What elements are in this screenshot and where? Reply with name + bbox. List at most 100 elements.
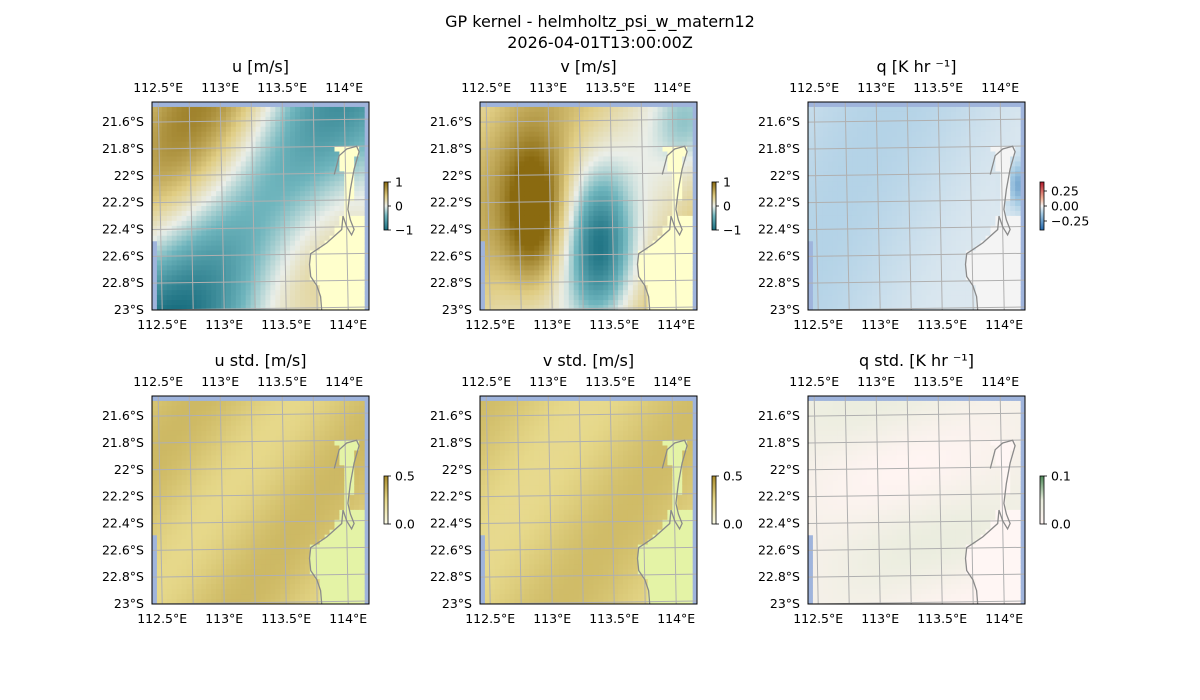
heatmap-cell (965, 151, 972, 158)
heatmap-cell (504, 191, 511, 197)
heatmap-cell (941, 215, 947, 222)
heatmap-cell (613, 290, 619, 296)
heatmap-cell (603, 240, 609, 247)
heatmap-cell (484, 255, 491, 262)
heatmap-cell (480, 206, 486, 212)
heatmap-cell (1015, 260, 1021, 267)
heatmap-cell (906, 116, 913, 123)
heatmap-cell (489, 116, 496, 123)
heatmap-cell (216, 136, 222, 143)
heatmap-cell (822, 131, 829, 138)
heatmap-cell (534, 210, 540, 217)
heatmap-cell (250, 270, 257, 276)
heatmap-cell (911, 106, 918, 113)
heatmap-cell (295, 270, 301, 276)
heatmap-cell (832, 116, 839, 123)
heatmap-cell (682, 121, 688, 128)
heatmap-cell (280, 240, 286, 247)
heatmap-cell (867, 245, 873, 252)
heatmap-cell (514, 151, 521, 158)
heatmap-cell (672, 210, 678, 217)
gridline-lon (188, 102, 194, 310)
heatmap-cell (647, 121, 654, 128)
heatmap-cell (827, 136, 834, 143)
heatmap-cell (817, 255, 824, 262)
heatmap-cell (176, 255, 183, 262)
heatmap-cell (494, 265, 501, 271)
heatmap-cell (309, 210, 316, 217)
heatmap-cell (951, 220, 957, 227)
heatmap-cell (632, 131, 639, 138)
heatmap-cell (886, 230, 893, 237)
heatmap-cell (647, 201, 654, 207)
heatmap-cell (235, 250, 242, 257)
heatmap-cell (549, 210, 555, 217)
heatmap-cell (941, 146, 947, 153)
heatmap-cell (583, 240, 590, 247)
heatmap-cell (817, 196, 824, 202)
heatmap-cell (1005, 215, 1011, 222)
heatmap-cell (862, 201, 868, 207)
heatmap-cell (563, 106, 570, 113)
heatmap-cell (201, 121, 207, 128)
heatmap-cell (280, 280, 286, 286)
heatmap-cell (642, 260, 649, 267)
heatmap-cell (808, 161, 814, 167)
heatmap-cell (662, 300, 669, 306)
heatmap-cell (181, 285, 188, 291)
figure-subtitle: 2026-04-01T13:00:00Z (507, 33, 693, 52)
heatmap-cell (652, 260, 659, 267)
heatmap-cell (563, 206, 570, 212)
heatmap-cell (290, 290, 296, 296)
heatmap-cell (285, 121, 291, 128)
heatmap-cell (206, 280, 212, 286)
heatmap-cell (359, 186, 365, 192)
heatmap-cell (176, 235, 183, 242)
heatmap-cell (667, 201, 673, 207)
heatmap-cell (946, 106, 952, 113)
heatmap-cell (911, 191, 918, 197)
heatmap-cell (245, 260, 252, 267)
heatmap-cell (667, 290, 673, 296)
heatmap-cell (270, 210, 276, 217)
heatmap-cell (911, 225, 918, 232)
heatmap-cell (642, 121, 649, 128)
heatmap-cell (309, 255, 316, 262)
heatmap-cell (558, 206, 565, 212)
heatmap-cell (677, 121, 683, 128)
heatmap-cell (480, 136, 486, 143)
heatmap-cell (647, 151, 654, 158)
heatmap-cell (896, 220, 903, 227)
heatmap-cell (906, 131, 913, 138)
heatmap-cell (211, 156, 217, 163)
heatmap-cell (240, 136, 247, 143)
heatmap-cell (480, 106, 486, 113)
gridline-lon (157, 102, 163, 310)
heatmap-cell (951, 131, 957, 138)
heatmap-cell (568, 275, 575, 281)
heatmap-cell (152, 181, 158, 187)
heatmap-cell (872, 245, 878, 252)
heatmap-cell (578, 265, 585, 271)
heatmap-cell (896, 215, 903, 222)
heatmap-cell (951, 136, 957, 143)
heatmap-cell (603, 186, 609, 192)
heatmap-cell (906, 151, 913, 158)
heatmap-cell (304, 235, 311, 242)
heatmap-cell (304, 146, 311, 153)
heatmap-cell (509, 201, 516, 207)
heatmap-cell (196, 116, 202, 123)
heatmap-cell (677, 111, 683, 118)
heatmap-cell (260, 290, 267, 296)
heatmap-cell (255, 300, 262, 306)
heatmap-cell (339, 260, 345, 267)
heatmap-cell (975, 265, 982, 271)
heatmap-cell (519, 151, 525, 158)
heatmap-cell (583, 260, 590, 267)
heatmap-cell (877, 260, 883, 267)
heatmap-cell (245, 300, 252, 306)
heatmap-cell (593, 146, 599, 153)
heatmap-cell (632, 240, 639, 247)
heatmap-cell (946, 215, 952, 222)
y-tick-label: 22.8°S (430, 275, 472, 290)
